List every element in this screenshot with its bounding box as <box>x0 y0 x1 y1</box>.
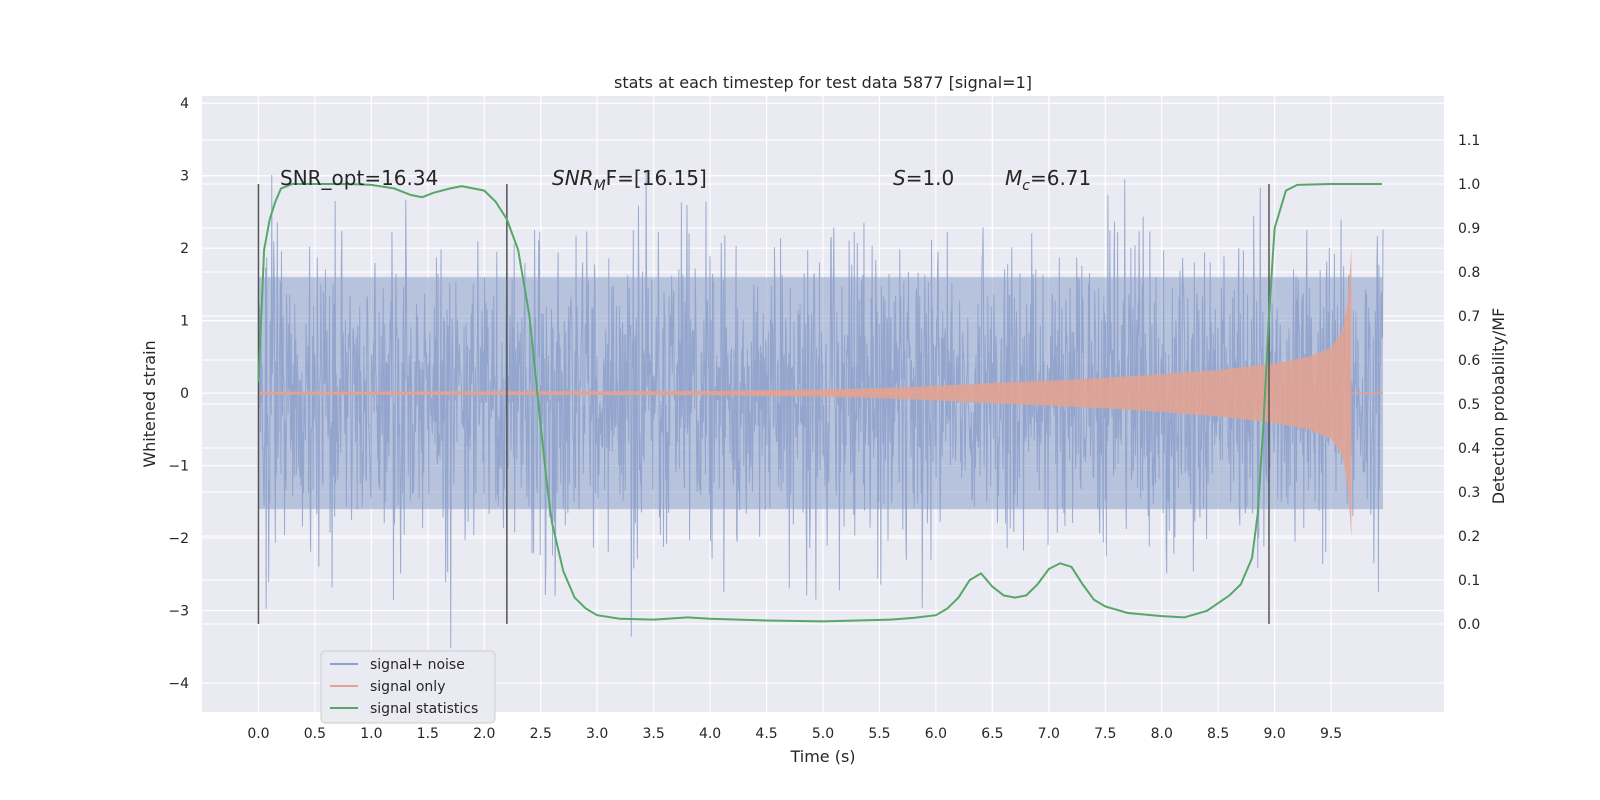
y2-tick-label-11: 1.1 <box>1458 133 1480 149</box>
x-tick-label-14: 7.0 <box>1038 726 1060 742</box>
annotation-mc: Mc=6.71 <box>1005 166 1091 194</box>
y2-tick-label-2: 0.2 <box>1458 529 1480 545</box>
x-tick-label-18: 9.0 <box>1264 726 1286 742</box>
annotation-snr-opt: SNR_opt=16.34 <box>280 166 438 190</box>
legend: signal+ noise signal only signal statist… <box>320 650 496 724</box>
annotation-s: S=1.0 <box>893 166 954 190</box>
x-tick-label-7: 3.5 <box>643 726 665 742</box>
y2-tick-label-4: 0.4 <box>1458 441 1480 457</box>
y2-axis-ticks: 0.0 0.1 0.2 0.3 0.4 0.5 0.6 0.7 0.8 0.9 1.0 1.1 <box>1458 133 1480 633</box>
y-tick-label-3: −1 <box>168 459 189 475</box>
x-tick-label-10: 5.0 <box>812 726 834 742</box>
annotation-snr-mf-rest: F=[16.15] <box>606 166 707 190</box>
x-tick-label-3: 1.5 <box>417 726 439 742</box>
x-tick-label-15: 7.5 <box>1094 726 1116 742</box>
annotation-mc-sub: c <box>1022 178 1030 194</box>
y2-tick-label-7: 0.7 <box>1458 309 1480 325</box>
legend-label-signal-statistics: signal statistics <box>370 701 478 717</box>
y-tick-label-1: −3 <box>168 604 189 620</box>
annotation-s-rest: =1.0 <box>906 166 955 190</box>
y2-tick-label-9: 0.9 <box>1458 221 1480 237</box>
y2-tick-label-0: 0.0 <box>1458 617 1480 633</box>
annotation-snr-mf-main: SNR <box>552 166 594 190</box>
annotation-snr-mf-sub: M <box>594 178 606 194</box>
x-tick-label-17: 8.5 <box>1207 726 1229 742</box>
legend-box <box>320 650 496 724</box>
vertical-marker-lines <box>257 184 1270 624</box>
y-tick-label-4: 0 <box>180 386 189 402</box>
legend-label-signal-noise: signal+ noise <box>370 657 465 673</box>
series-signal-statistics-line <box>257 183 1382 623</box>
x-tick-label-8: 4.0 <box>699 726 721 742</box>
y2-axis-label: Detection probability/MF <box>1489 308 1508 505</box>
x-tick-label-11: 5.5 <box>868 726 890 742</box>
x-tick-label-16: 8.0 <box>1151 726 1173 742</box>
y-axis-ticks: −4 −3 −2 −1 0 1 2 3 4 <box>168 96 189 692</box>
series-signal-only <box>258 248 1384 539</box>
x-tick-label-19: 9.5 <box>1320 726 1342 742</box>
y2-tick-label-8: 0.8 <box>1458 265 1480 281</box>
x-tick-label-4: 2.0 <box>473 726 495 742</box>
y-tick-label-5: 1 <box>180 314 189 330</box>
chart-title: stats at each timestep for test data 587… <box>614 73 1032 92</box>
x-tick-label-9: 4.5 <box>755 726 777 742</box>
y-tick-label-2: −2 <box>168 531 189 547</box>
x-axis-ticks: 0.0 0.5 1.0 1.5 2.0 2.5 3.0 3.5 4.0 4.5 5.0 5.5 6.0 6… <box>247 726 1342 742</box>
annotation-s-main: S <box>893 166 906 190</box>
y2-tick-label-5: 0.5 <box>1458 397 1480 413</box>
legend-label-signal-only: signal only <box>370 679 445 695</box>
x-tick-label-12: 6.0 <box>925 726 947 742</box>
y2-tick-label-10: 1.0 <box>1458 177 1480 193</box>
y2-tick-label-3: 0.3 <box>1458 485 1480 501</box>
x-axis-label: Time (s) <box>789 747 855 766</box>
x-tick-label-13: 6.5 <box>981 726 1003 742</box>
y2-tick-label-1: 0.1 <box>1458 573 1480 589</box>
x-tick-label-6: 3.0 <box>586 726 608 742</box>
y2-tick-label-6: 0.6 <box>1458 353 1480 369</box>
annotation-mc-main: M <box>1005 166 1022 190</box>
annotation-mc-rest: =6.71 <box>1030 166 1091 190</box>
y-tick-label-8: 4 <box>180 96 189 112</box>
y-tick-label-0: −4 <box>168 676 189 692</box>
y-tick-label-6: 2 <box>180 241 189 257</box>
x-tick-label-1: 0.5 <box>304 726 326 742</box>
x-tick-label-2: 1.0 <box>360 726 382 742</box>
y-tick-label-7: 3 <box>180 169 189 185</box>
annotation-snr-mf: SNRMF=[16.15] <box>552 166 707 194</box>
x-tick-label-5: 2.5 <box>530 726 552 742</box>
y-axis-label: Whitened strain <box>140 340 159 467</box>
x-tick-label-0: 0.0 <box>247 726 269 742</box>
